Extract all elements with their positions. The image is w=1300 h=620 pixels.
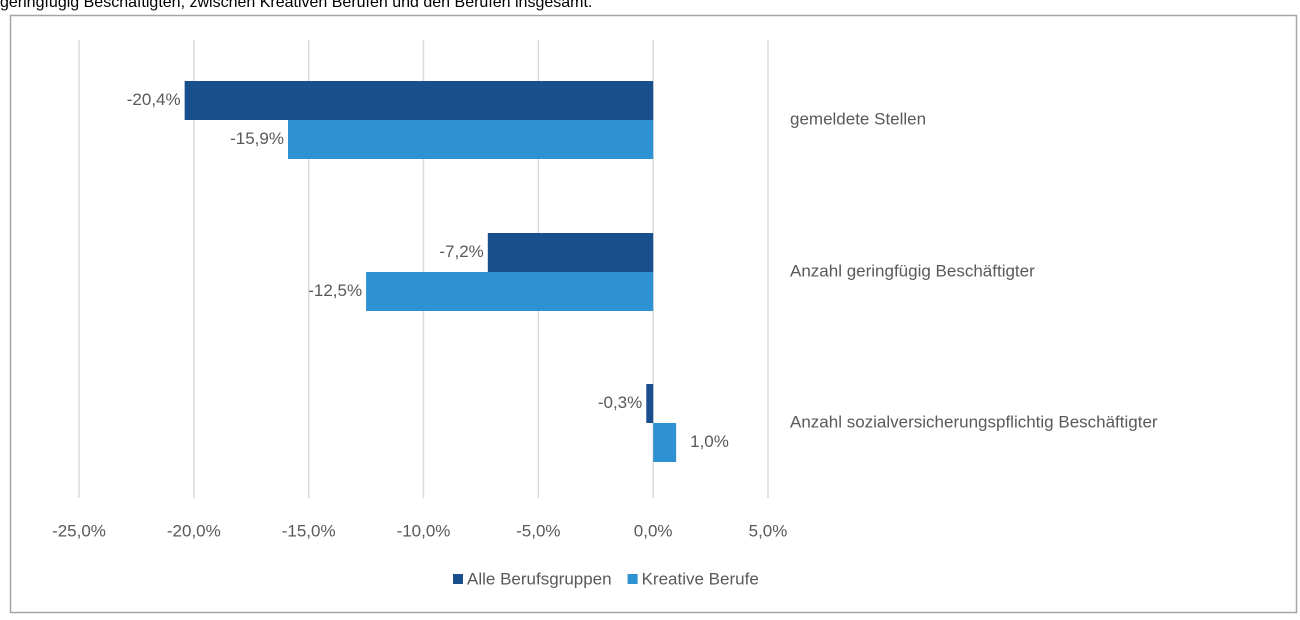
chart-frame [9,14,1298,614]
x-tick-label: 5,0% [749,521,788,540]
legend-label: Alle Berufsgruppen [467,569,612,588]
bar [653,423,677,462]
x-tick-label: -5,0% [516,521,560,540]
data-label: -7,2% [439,242,483,261]
x-tick-label: -20,0% [167,521,221,540]
legend-swatch [627,574,638,584]
caption: geringfügig Beschäftigten, zwischen Krea… [0,0,592,11]
data-label: -12,5% [308,281,362,300]
bar [287,120,654,159]
category-label: Anzahl geringfügig Beschäftigter [790,261,1035,280]
legend-swatch [453,574,463,584]
x-tick-label: -10,0% [397,521,451,540]
category-label: gemeldete Stellen [790,109,926,128]
data-label: -0,3% [598,393,642,412]
x-tick-label: -25,0% [52,521,106,540]
bar [646,384,654,423]
x-tick-label: -15,0% [282,521,336,540]
bar [184,81,654,120]
data-label: 1,0% [690,432,729,451]
x-tick-label: 0,0% [634,521,673,540]
bar [487,233,654,272]
legend-label: Kreative Berufe [642,569,759,588]
category-label: Anzahl sozialversicherungspflichtig Besc… [790,412,1158,431]
data-label: -15,9% [230,129,284,148]
data-label: -20,4% [127,90,181,109]
bar [366,272,654,311]
